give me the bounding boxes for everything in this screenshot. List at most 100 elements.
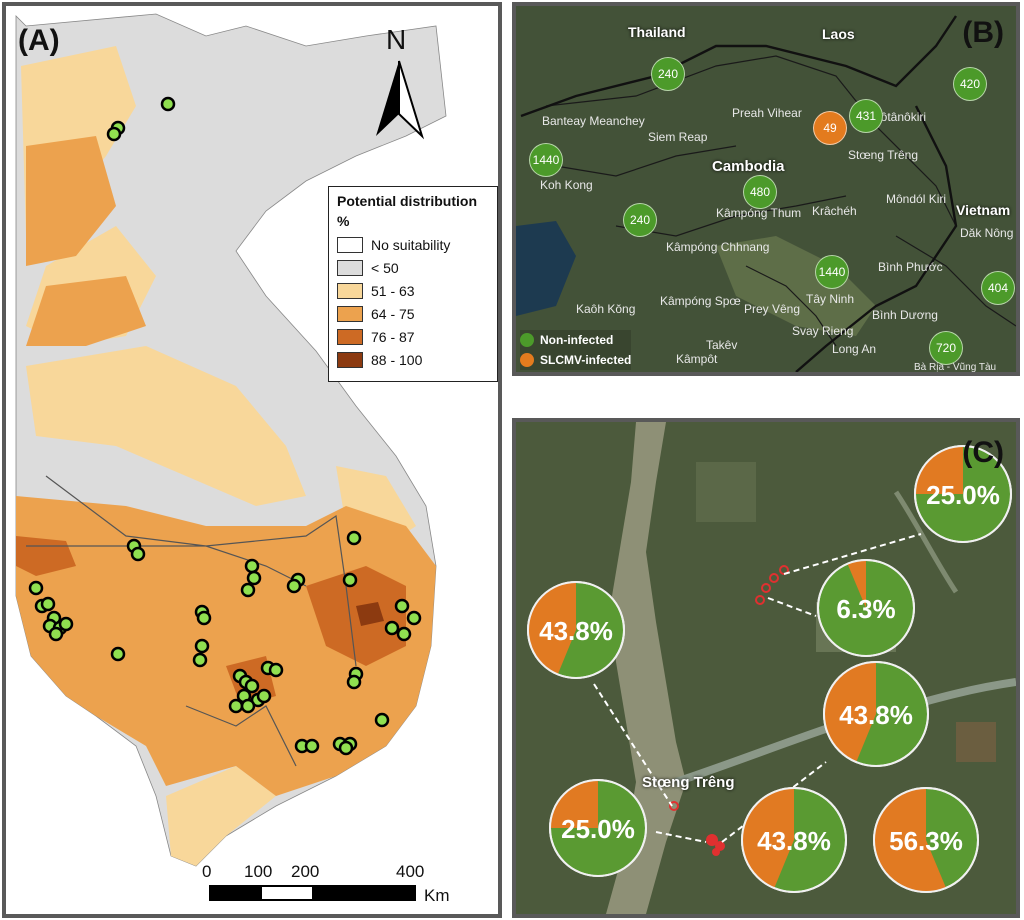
country-label-laos: Laos <box>822 26 855 42</box>
province-label: Môndól Kiri <box>886 192 947 206</box>
occurrence-point <box>268 662 284 678</box>
province-label: Tây Ninh <box>806 292 855 306</box>
province-label: Kâmpóng Spœ <box>660 294 741 308</box>
mekong-river <box>606 422 686 914</box>
occurrence-points <box>28 96 422 756</box>
marker-non-infected[interactable]: 420 <box>953 67 987 101</box>
field-markers <box>669 565 789 856</box>
occurrence-point <box>338 740 354 756</box>
province-label: Long An <box>832 342 877 356</box>
pie-slice-infected <box>915 446 963 494</box>
pie-slice-infected <box>874 788 947 892</box>
pie-chart: 25.0% <box>914 445 1012 543</box>
legend-label: 64 - 75 <box>371 305 415 322</box>
scale-tick-100: 100 <box>244 862 273 881</box>
province-label: Kâmpóng Thum <box>716 206 802 220</box>
panel-a-letter: (A) <box>18 24 60 57</box>
pie-chart: 56.3% <box>873 787 979 893</box>
pie-label: 56.3% <box>889 826 963 856</box>
scale-bar <box>209 885 416 901</box>
legend-class: 88 - 100 <box>337 348 489 371</box>
province-label: Bà Rịa - Vũng Tàu <box>914 362 997 373</box>
legend-label: SLCMV-infected <box>540 353 632 367</box>
pie-slice-infected <box>824 662 876 763</box>
legend-title: Potential distribution <box>337 193 477 209</box>
marker-non-infected[interactable]: 480 <box>743 175 777 209</box>
marker-non-infected[interactable]: 404 <box>981 271 1015 305</box>
pie-slice-infected <box>550 780 598 828</box>
occurrence-point <box>194 638 210 654</box>
province-label: Krâchéh <box>812 204 857 218</box>
occurrence-point <box>106 126 122 142</box>
legend-label: Non-infected <box>540 333 614 347</box>
marker-non-infected[interactable]: 1440 <box>529 143 563 177</box>
panel-a-distribution-map: (A) N Potential distribution % No suitab… <box>2 2 502 918</box>
pie-label: 25.0% <box>561 814 635 844</box>
province-label: Takêv <box>706 338 738 352</box>
marker-non-infected[interactable]: 431 <box>849 99 883 133</box>
province-label: Kâmpôt <box>676 352 718 366</box>
legend-class: < 50 <box>337 256 489 279</box>
pie-label: 6.3% <box>836 594 895 624</box>
occurrence-point <box>228 698 244 714</box>
satellite-background: 25.0% 6.3% 43.8% 43.8% 25.0% 43.8% 56.3% <box>516 422 1016 914</box>
province-label: Rôtânôkiri <box>872 110 927 124</box>
occurrence-point <box>196 610 212 626</box>
occurrence-point <box>342 572 358 588</box>
country-label-vietnam: Vietnam <box>956 202 1011 218</box>
zone-76-87 <box>16 536 406 706</box>
pie-chart: 6.3% <box>817 559 915 657</box>
province-label: Koh Kong <box>540 178 593 192</box>
province-label: Stœng Trêng <box>848 148 919 162</box>
legend-dot <box>520 333 534 347</box>
occurrence-point <box>406 610 422 626</box>
marker-slcmv-infected[interactable]: 49 <box>813 111 847 145</box>
province-label: Kâmpóng Chhnang <box>666 240 770 254</box>
marker-non-infected[interactable]: 720 <box>929 331 963 365</box>
occurrence-point <box>58 616 74 632</box>
occurrence-point <box>374 712 390 728</box>
occurrence-point <box>256 688 272 704</box>
occurrence-point <box>396 626 412 642</box>
legend-label: No suitability <box>371 236 451 253</box>
legend-dot <box>520 353 534 367</box>
occurrence-point <box>346 530 362 546</box>
province-label: Bình Dương <box>872 308 938 322</box>
river-branch <box>893 490 959 594</box>
marker-non-infected[interactable]: 240 <box>623 203 657 237</box>
pie-label: 43.8% <box>539 616 613 646</box>
pie-chart: 43.8% <box>527 581 625 679</box>
north-label: N <box>386 24 407 55</box>
legend-label: 51 - 63 <box>371 282 415 299</box>
occurrence-point <box>240 582 256 598</box>
occurrence-point <box>246 570 262 586</box>
occurrence-point <box>48 626 64 642</box>
pie-label: 25.0% <box>926 480 1000 510</box>
province-label: Banteay Meanchey <box>542 114 645 128</box>
panel-b-survey-map: (B) Thailand Laos Cambodia Vietnam Bante… <box>512 2 1020 376</box>
marker-non-infected[interactable]: 240 <box>651 57 685 91</box>
pie-slice-infected <box>742 788 794 889</box>
legend-class: 64 - 75 <box>337 302 489 325</box>
panel-c-letter: (C) <box>962 436 1004 469</box>
pie-chart: 43.8% <box>823 661 929 767</box>
legend-swatch <box>337 282 363 299</box>
legend-class: 76 - 87 <box>337 325 489 348</box>
legend-unit: % <box>337 213 350 229</box>
country-label-thailand: Thailand <box>628 24 686 40</box>
occurrence-point <box>192 652 208 668</box>
pie-label: 43.8% <box>839 700 913 730</box>
marker-non-infected[interactable]: 1440 <box>815 255 849 289</box>
pie-label: 43.8% <box>757 826 831 856</box>
legend-swatch <box>337 328 363 345</box>
province-label: Prey Vêng <box>744 302 801 316</box>
scale-unit: Km <box>424 886 450 905</box>
occurrence-point <box>40 596 56 612</box>
town-label: Stœng Trêng <box>642 774 735 791</box>
panel-c-incidence-map: 25.0% 6.3% 43.8% 43.8% 25.0% 43.8% 56.3% (C) S… <box>512 418 1020 918</box>
occurrence-point <box>244 678 260 694</box>
occurrence-point <box>384 620 400 636</box>
legend-non-infected: Non-infected <box>520 330 631 350</box>
pie-chart: 43.8% <box>741 787 847 893</box>
legend-label: 88 - 100 <box>371 351 423 368</box>
